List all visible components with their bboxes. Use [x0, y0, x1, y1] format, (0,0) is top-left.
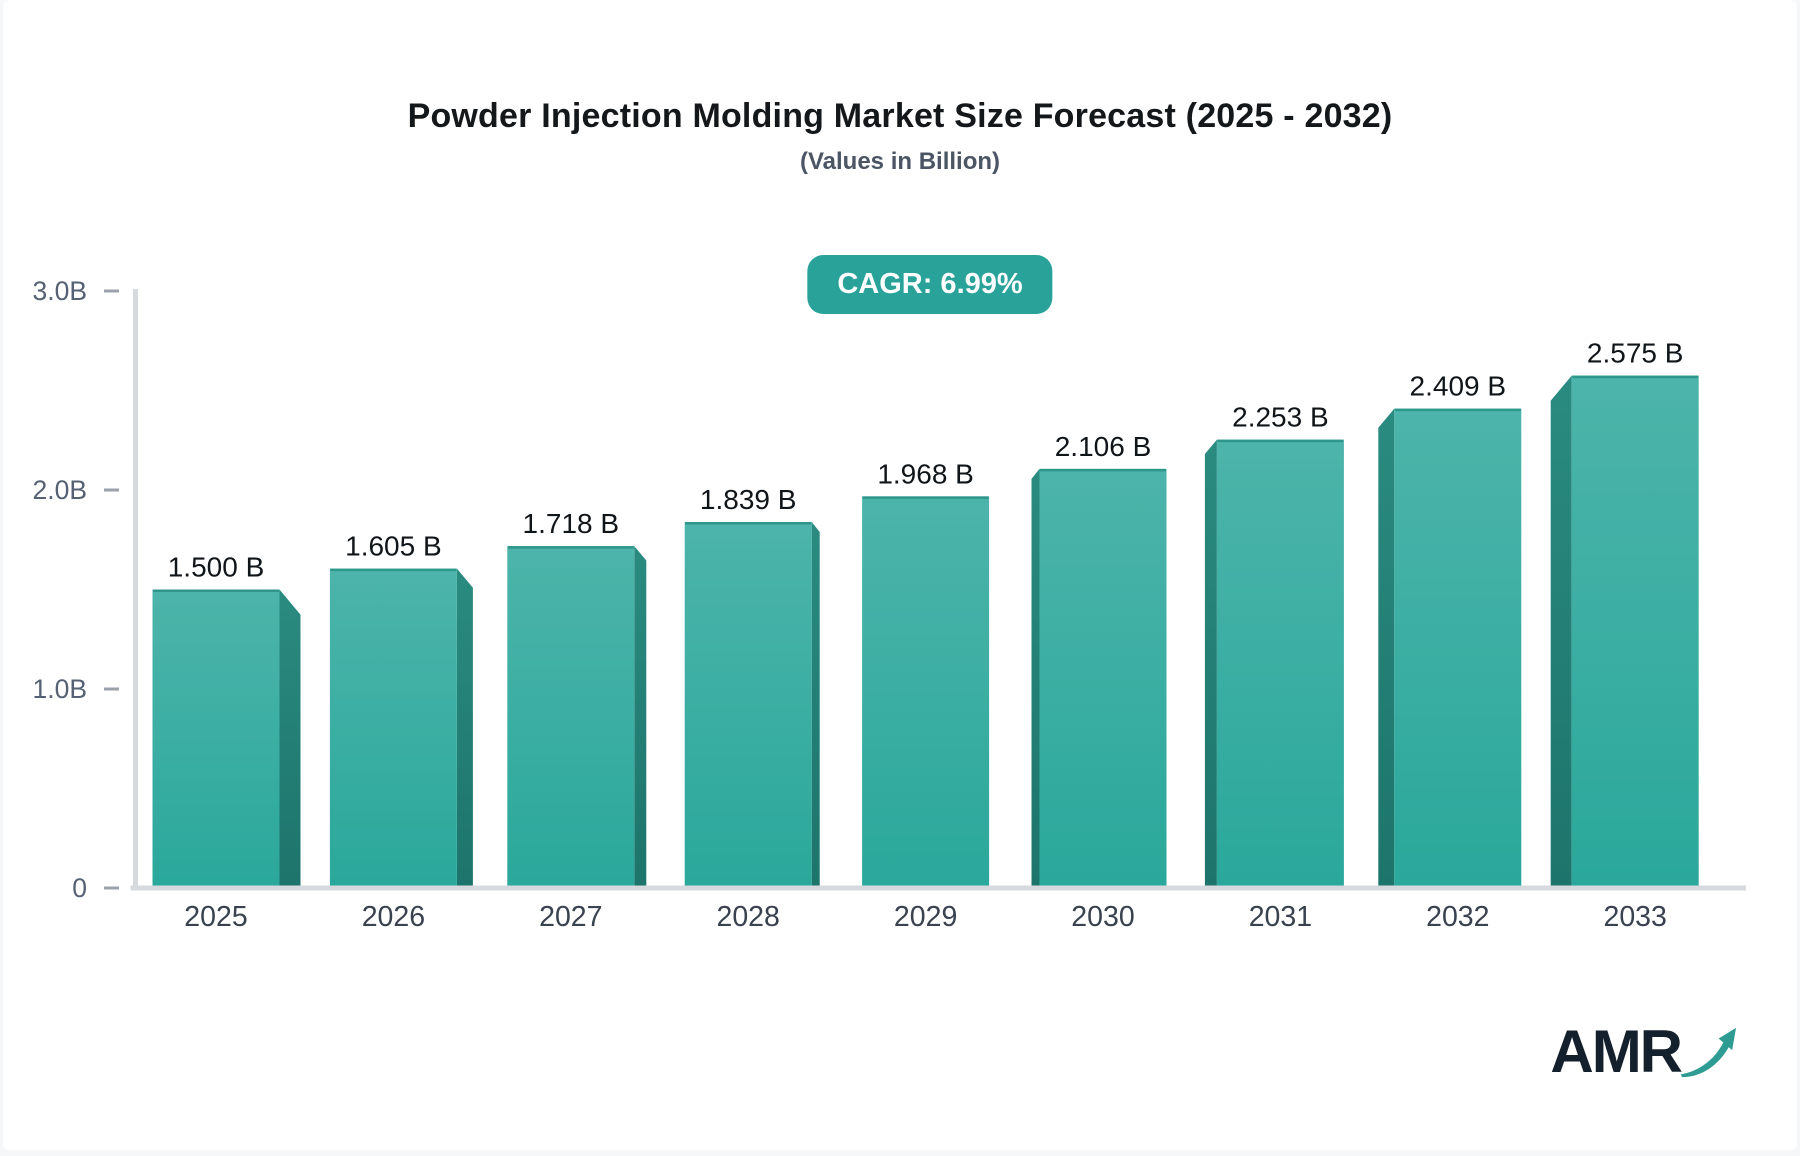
bar-face [329, 568, 457, 889]
y-tick-label: 3.0B [32, 276, 87, 306]
x-tick-label: 2030 [1071, 901, 1134, 933]
bar-side [279, 589, 301, 888]
bar-face [507, 546, 635, 889]
amr-logo-text: AMR [1550, 1018, 1683, 1085]
bar-face [684, 522, 812, 889]
bar-chart: 0 1.0B 2.0B 3.0B 1.500 B 2025 1.605 B 2026 1.718… [32, 276, 1746, 933]
x-tick-label: 2026 [362, 901, 425, 933]
bar-face [1394, 408, 1522, 889]
x-tick-label: 2031 [1249, 901, 1312, 933]
amr-logo: AMR [1550, 1022, 1737, 1082]
y-tick-label: 0 [72, 873, 87, 903]
bar-face [862, 496, 990, 889]
bar-value-label: 2.106 B [1055, 431, 1152, 462]
bar-value-label: 1.718 B [523, 508, 620, 539]
bar-value-label: 2.575 B [1587, 338, 1684, 369]
bar-side [811, 522, 820, 888]
bar-side [1378, 408, 1395, 888]
bar-group-2029: 1.968 B 2029 [862, 458, 990, 933]
bar-value-label: 2.409 B [1410, 371, 1507, 402]
x-tick-label: 2032 [1426, 901, 1489, 933]
bar-value-label: 1.500 B [168, 552, 265, 583]
y-tick-dash [104, 289, 119, 293]
page-subtitle: (Values in Billion) [799, 148, 1001, 175]
bar-group-2030: 2.106 B 2030 [1031, 431, 1167, 933]
bar-group-2032: 2.409 B 2032 [1378, 371, 1522, 933]
bar-value-label: 1.968 B [877, 458, 974, 489]
bar-value-label: 1.839 B [700, 484, 797, 515]
x-tick-label: 2033 [1603, 901, 1666, 933]
bar-face [1216, 439, 1344, 889]
bar-side [634, 546, 647, 888]
bar-face [152, 589, 280, 889]
bar-side [456, 568, 473, 888]
y-tick-dash [104, 488, 119, 492]
bar-side [1550, 375, 1572, 888]
bar-value-label: 1.605 B [345, 531, 442, 562]
cagr-badge: CAGR: 6.99% [807, 255, 1053, 314]
x-tick-label: 2028 [716, 901, 779, 933]
chart-card: Powder Injection Molding Market Size For… [3, 0, 1797, 1150]
x-tick-label: 2025 [184, 901, 247, 933]
y-axis-line [133, 289, 138, 890]
bar-group-2033: 2.575 B 2033 [1550, 338, 1699, 933]
y-tick-label: 2.0B [32, 475, 87, 505]
bar-group-2028: 1.839 B 2028 [684, 484, 820, 933]
bar-group-2027: 1.718 B 2027 [507, 508, 647, 933]
bar-face [1571, 375, 1699, 889]
bar-group-2026: 1.605 B 2026 [329, 531, 473, 933]
bar-side [1204, 439, 1217, 888]
bar-group-2031: 2.253 B 2031 [1204, 402, 1344, 933]
bar-group-2025: 1.500 B 2025 [152, 552, 301, 933]
bar-value-label: 2.253 B [1232, 402, 1329, 433]
bar-face [1039, 468, 1167, 889]
bar-side [1031, 468, 1040, 888]
y-tick-dash [104, 886, 119, 890]
x-tick-label: 2027 [539, 901, 602, 933]
y-tick-label: 1.0B [32, 674, 87, 704]
growth-arrow-icon [1680, 1027, 1737, 1078]
y-tick-dash [104, 687, 119, 691]
page-title: Powder Injection Molding Market Size For… [407, 97, 1393, 135]
x-tick-label: 2029 [894, 901, 957, 933]
x-axis-line [130, 885, 1746, 891]
